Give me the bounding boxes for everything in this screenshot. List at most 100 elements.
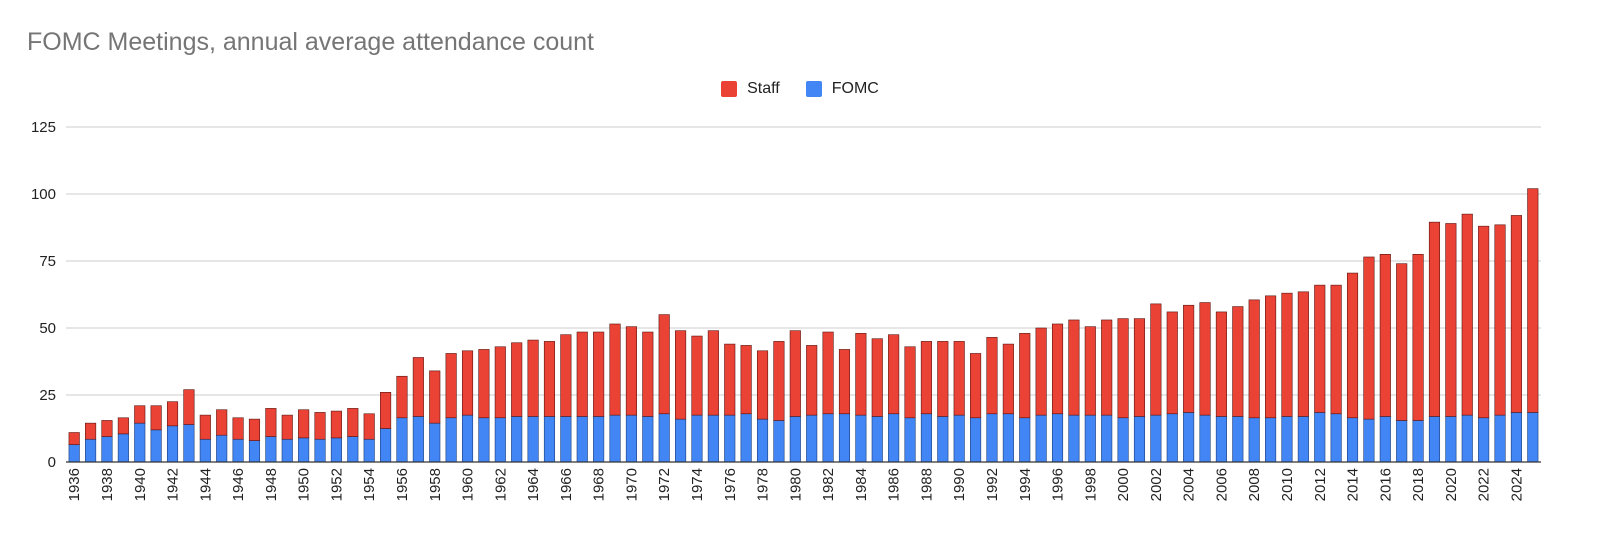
x-tick-label-1982: 1982 (820, 468, 837, 501)
bar-fomc-1964 (527, 416, 539, 463)
bar-staff-2013 (1330, 284, 1342, 415)
x-tick-label-1946: 1946 (230, 468, 247, 501)
bar-fomc-1963 (511, 416, 523, 463)
bar-staff-1987 (904, 346, 916, 419)
bar-staff-1986 (888, 334, 900, 415)
bar-fomc-1944 (199, 438, 211, 463)
bar-fomc-2017 (1396, 420, 1408, 463)
x-tick-label-1992: 1992 (984, 468, 1001, 501)
bar-fomc-2011 (1297, 416, 1309, 463)
bar-fomc-1996 (1051, 413, 1064, 463)
x-tick-label-1940: 1940 (132, 468, 149, 501)
x-tick-label-1990: 1990 (951, 468, 968, 501)
x-tick-label-2006: 2006 (1213, 468, 1230, 501)
x-tick-label-1958: 1958 (427, 468, 444, 501)
x-tick-label-2018: 2018 (1410, 468, 1427, 501)
bar-fomc-1987 (904, 417, 916, 463)
bar-fomc-1976 (724, 414, 736, 463)
bar-staff-1982 (822, 331, 834, 415)
bar-fomc-2022 (1478, 417, 1490, 463)
bar-staff-2009 (1265, 295, 1277, 419)
bar-fomc-1995 (1035, 414, 1047, 463)
x-tick-label-1960: 1960 (460, 468, 477, 501)
x-tick-label-2020: 2020 (1443, 468, 1460, 501)
x-tick-label-1998: 1998 (1082, 468, 1099, 501)
bar-fomc-1949 (281, 438, 293, 463)
chart-title: FOMC Meetings, annual average attendance… (27, 28, 595, 56)
x-tick-label-1936: 1936 (66, 468, 83, 501)
bar-staff-1977 (740, 345, 752, 415)
bar-fomc-1983 (838, 413, 851, 463)
bar-staff-1952 (330, 410, 342, 439)
bar-staff-1958 (429, 370, 441, 424)
bar-fomc-1936 (68, 444, 80, 463)
bar-staff-1956 (396, 375, 408, 419)
bar-fomc-1968 (593, 416, 605, 463)
bar-staff-1993 (1002, 343, 1014, 415)
bar-staff-1959 (445, 353, 457, 419)
x-tick-label-1962: 1962 (492, 468, 509, 501)
bar-staff-2014 (1346, 272, 1359, 419)
x-tick-label-1988: 1988 (918, 468, 935, 501)
bar-staff-2016 (1379, 254, 1391, 417)
bar-staff-1963 (511, 342, 523, 417)
bar-staff-1997 (1068, 319, 1080, 416)
legend-item-staff: Staff (721, 80, 780, 98)
legend-label-staff: Staff (747, 80, 780, 97)
x-tick-label-1950: 1950 (296, 468, 313, 501)
bar-fomc-1973 (675, 418, 687, 463)
bar-staff-1968 (593, 331, 605, 417)
bar-staff-1960 (461, 350, 474, 416)
bar-fomc-1989 (937, 416, 949, 463)
x-tick-label-1972: 1972 (656, 468, 673, 501)
bar-fomc-1939 (117, 433, 129, 463)
bar-fomc-1984 (855, 414, 867, 463)
x-tick-label-1996: 1996 (1050, 468, 1067, 501)
bar-fomc-2009 (1265, 417, 1277, 463)
bar-fomc-2025 (1527, 412, 1539, 463)
bar-fomc-1979 (773, 420, 785, 463)
x-tick-label-1970: 1970 (623, 468, 640, 501)
bar-staff-1943 (183, 389, 195, 425)
bar-fomc-2010 (1281, 416, 1293, 463)
bar-staff-2018 (1412, 254, 1424, 421)
x-tick-label-1968: 1968 (591, 468, 608, 501)
bar-staff-1975 (707, 330, 719, 416)
bar-fomc-2001 (1133, 416, 1146, 463)
bar-fomc-2003 (1166, 413, 1178, 463)
x-tick-label-2010: 2010 (1279, 468, 1296, 501)
y-tick-label-50: 50 (39, 320, 56, 337)
bar-fomc-1988 (920, 413, 932, 463)
bar-staff-1967 (576, 331, 588, 417)
bar-fomc-2002 (1150, 414, 1162, 463)
bar-staff-1969 (609, 323, 621, 416)
bar-fomc-1977 (740, 413, 752, 463)
bar-staff-1988 (920, 341, 932, 415)
bar-staff-2015 (1363, 256, 1375, 420)
bar-fomc-1986 (888, 413, 900, 463)
bar-staff-1972 (658, 314, 670, 415)
bar-fomc-1945 (216, 434, 228, 463)
bar-fomc-1955 (380, 428, 392, 463)
bar-staff-1981 (806, 345, 818, 416)
legend-swatch-staff (721, 81, 738, 97)
x-tick-label-1994: 1994 (1017, 468, 1034, 501)
x-tick-label-1954: 1954 (361, 468, 378, 501)
bar-staff-1990 (953, 341, 965, 416)
x-tick-label-1956: 1956 (394, 468, 411, 501)
bar-staff-1936 (68, 432, 80, 445)
bar-fomc-2008 (1248, 417, 1260, 463)
bar-fomc-1954 (363, 438, 375, 463)
x-tick-label-2014: 2014 (1345, 468, 1362, 501)
bar-fomc-1961 (478, 417, 490, 463)
x-tick-label-2002: 2002 (1148, 468, 1165, 501)
bar-fomc-1982 (822, 413, 834, 463)
bar-staff-1994 (1019, 333, 1031, 419)
bar-staff-2002 (1150, 303, 1162, 416)
bar-staff-1976 (724, 343, 736, 416)
bar-fomc-2019 (1428, 416, 1441, 463)
bar-fomc-1948 (265, 436, 277, 463)
bar-fomc-1991 (970, 417, 982, 463)
bar-fomc-1950 (298, 437, 310, 463)
